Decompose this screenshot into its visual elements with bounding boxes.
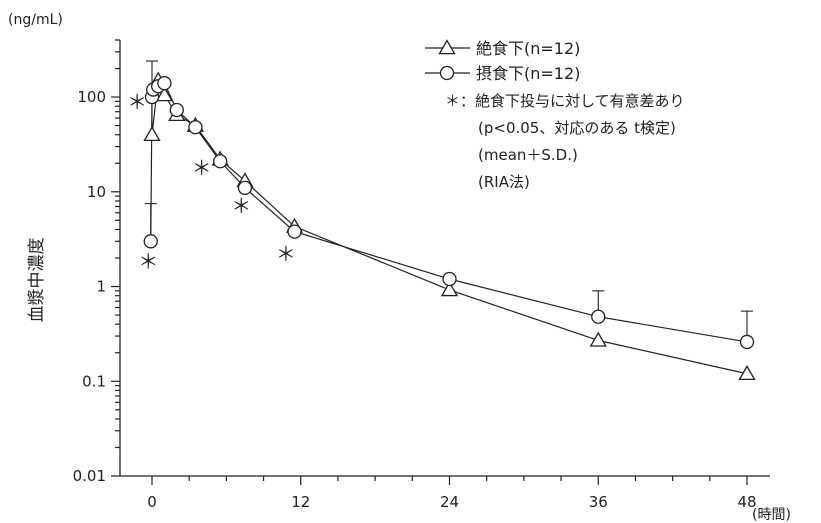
data-point-fasting (143, 125, 161, 142)
data-point-fed (237, 180, 253, 196)
y-tick-label: 1 (96, 278, 106, 296)
data-point-fed (157, 76, 172, 91)
data-point-fasting (589, 331, 607, 347)
series-group (143, 71, 756, 381)
x-ticks: 0 12 24 36 48 (147, 476, 757, 511)
legend-label: 絶食下(n=12) (476, 39, 580, 58)
data-point-fed (188, 120, 203, 135)
legend-circle-marker (439, 65, 455, 81)
note-line: ＊：絶食下投与に対して有意差あり (445, 92, 685, 110)
y-tick-label: 0.1 (82, 372, 106, 390)
x-tick-label: 0 (147, 493, 157, 511)
data-point-fed (591, 309, 606, 324)
data-point-fasting (155, 86, 174, 102)
y-ticks: 100 10 1 0.1 0.01 (73, 39, 120, 485)
y-axis-label: 血漿中濃度 (27, 238, 47, 323)
y-tick-label: 0.01 (73, 467, 106, 485)
significance-star: ＊ (138, 249, 158, 273)
significance-markers: ＊ ＊ ＊ ＊ ＊ (127, 90, 296, 274)
data-point-fasting (440, 281, 459, 297)
note-line: (RIA法) (478, 173, 530, 191)
data-point-fed (287, 224, 302, 239)
x-tick-label: 24 (440, 493, 459, 511)
data-point-fed (739, 334, 755, 350)
significance-star: ＊ (231, 194, 251, 218)
x-tick-label: 36 (589, 493, 608, 511)
legend-triangle-marker (438, 39, 456, 55)
x-tick-label: 48 (737, 493, 756, 511)
note-line: (mean＋S.D.) (478, 146, 578, 164)
legend: 絶食下(n=12) 摂食下(n=12) (425, 39, 580, 83)
x-tick-label: 12 (291, 493, 310, 511)
legend-label: 摂食下(n=12) (476, 64, 580, 83)
significance-star: ＊ (127, 90, 147, 114)
note-line: (p<0.05、対応のある t検定) (478, 119, 676, 137)
y-unit-label: (ng/mL) (8, 12, 63, 28)
x-unit-label: (時間) (752, 507, 791, 523)
y-tick-label: 10 (87, 183, 106, 201)
data-point-fed (213, 154, 228, 169)
data-point-fasting (738, 364, 756, 381)
significance-star: ＊ (276, 242, 296, 266)
data-point-fed (143, 234, 158, 249)
y-tick-label: 100 (77, 88, 106, 106)
data-point-fed (442, 271, 457, 287)
notes-group: ＊：絶食下投与に対して有意差あり (p<0.05、対応のある t検定) (mean＋… (445, 92, 685, 191)
significance-star: ＊ (192, 156, 212, 180)
data-point-fed (169, 102, 184, 118)
